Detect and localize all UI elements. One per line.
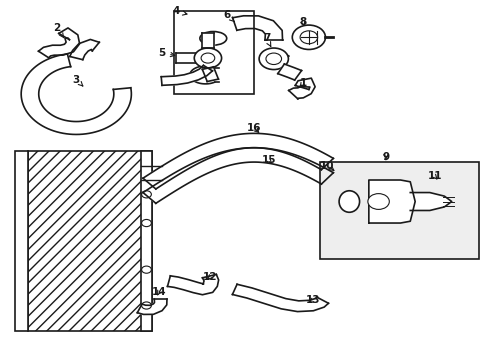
Polygon shape: [263, 49, 288, 67]
Polygon shape: [232, 284, 328, 312]
Polygon shape: [368, 180, 414, 223]
Polygon shape: [167, 274, 218, 295]
Polygon shape: [277, 64, 301, 80]
Polygon shape: [70, 40, 99, 60]
Text: 8: 8: [299, 17, 306, 27]
Text: 9: 9: [382, 152, 388, 162]
Text: 6: 6: [224, 10, 234, 22]
Text: 12: 12: [203, 272, 217, 282]
Ellipse shape: [200, 32, 226, 45]
Polygon shape: [202, 33, 213, 48]
Polygon shape: [202, 67, 218, 81]
Text: 15: 15: [261, 155, 276, 165]
Bar: [27, 151, 152, 330]
Text: 1: 1: [299, 78, 306, 88]
Text: 13: 13: [305, 295, 319, 305]
Polygon shape: [39, 28, 80, 58]
Text: 3: 3: [73, 75, 83, 86]
Polygon shape: [288, 78, 314, 99]
Circle shape: [201, 53, 214, 63]
Bar: [141, 151, 152, 330]
Text: 14: 14: [152, 287, 166, 297]
Polygon shape: [161, 66, 212, 85]
Text: 4: 4: [172, 6, 186, 17]
Text: 5: 5: [158, 48, 174, 58]
Bar: [173, 12, 254, 94]
Bar: [320, 162, 478, 259]
Text: 2: 2: [53, 23, 63, 38]
Text: 10: 10: [320, 161, 334, 171]
Circle shape: [367, 194, 388, 210]
Circle shape: [292, 25, 325, 49]
Polygon shape: [176, 53, 203, 63]
Text: 7: 7: [262, 33, 270, 46]
Circle shape: [300, 31, 317, 44]
Polygon shape: [409, 193, 451, 211]
Polygon shape: [137, 299, 166, 314]
Bar: [15, 151, 28, 330]
Text: 11: 11: [427, 171, 441, 181]
Circle shape: [259, 48, 288, 69]
Ellipse shape: [338, 191, 359, 212]
Polygon shape: [142, 134, 333, 189]
Text: 16: 16: [246, 123, 261, 133]
Circle shape: [265, 53, 281, 64]
Polygon shape: [232, 16, 282, 40]
Circle shape: [194, 48, 221, 68]
Polygon shape: [142, 148, 333, 203]
Polygon shape: [21, 54, 131, 134]
